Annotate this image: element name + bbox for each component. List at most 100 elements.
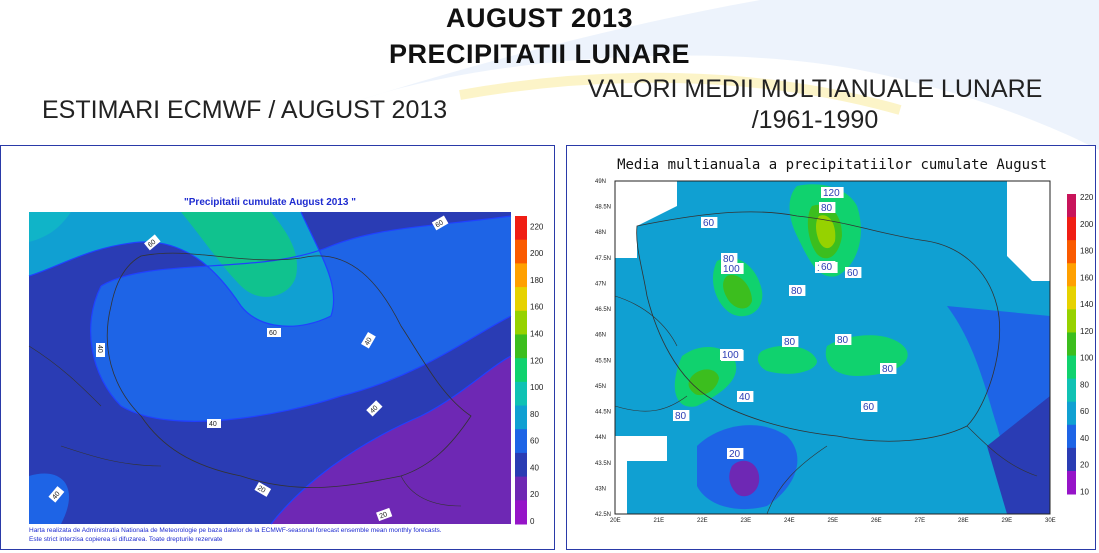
x-tick-label: 25E	[828, 518, 839, 524]
x-tick-label: 23E	[741, 518, 752, 524]
legend-swatch	[515, 287, 527, 312]
contour-label: 80	[882, 364, 894, 375]
legend-swatch	[1067, 355, 1076, 380]
y-tick-label: 48N	[595, 230, 606, 236]
right-map-heading-line1: VALORI MEDII MULTIANUALE LUNARE	[587, 75, 1043, 103]
legend-value: 160	[1080, 273, 1094, 282]
contour-label: 20	[256, 485, 266, 495]
legend-value: 10	[1080, 487, 1089, 496]
legend-swatch	[515, 239, 527, 264]
legend-swatch	[1067, 240, 1076, 264]
contour-label: 60	[435, 219, 445, 229]
legend-swatch	[515, 358, 527, 383]
x-tick-label: 20E	[610, 518, 621, 524]
legend-swatch	[1067, 309, 1076, 333]
legend-swatch	[1067, 286, 1076, 310]
x-tick-label: 28E	[958, 518, 969, 524]
contour-label: 60	[269, 330, 277, 337]
y-tick-label: 43.5N	[595, 461, 611, 467]
legend-value: 120	[530, 356, 544, 365]
x-tick-label: 27E	[915, 518, 926, 524]
left-map-title: "Precipitatii cumulate August 2013 "	[184, 197, 356, 208]
left-map-footnote: Harta realizata de Administratia Nationa…	[29, 526, 549, 544]
ecmwf-forecast-map: 60 60 60 40 40 40 40 20 20 40 220 200 180 1…	[28, 211, 544, 526]
page-title-topic: PRECIPITATII LUNARE	[388, 39, 690, 69]
legend-swatch	[515, 334, 527, 359]
right-map-heading-line2: /1961-1990	[751, 106, 879, 134]
x-tick-label: 21E	[654, 518, 665, 524]
contour-label: 40	[209, 421, 217, 428]
legend-swatch	[515, 263, 527, 288]
legend-swatch	[1067, 332, 1076, 357]
contour-label: 80	[821, 203, 833, 214]
y-tick-label: 47.5N	[595, 256, 611, 262]
y-tick-label: 48.5N	[595, 205, 611, 211]
y-tick-label: 46N	[595, 333, 606, 339]
legend-value: 220	[530, 222, 544, 231]
y-tick-label: 46.5N	[595, 307, 611, 313]
legend-swatch	[1067, 263, 1076, 287]
right-map-title: Media multianuala a precipitatiilor cumu…	[617, 157, 1047, 173]
legend-value: 220	[1080, 193, 1094, 202]
contour-label: 80	[723, 254, 735, 265]
right-map-heading: VALORI MEDII MULTIANUALE LUNARE /1961-19…	[560, 74, 1070, 136]
legend-swatch	[515, 381, 527, 407]
y-tick-label: 43N	[595, 486, 606, 492]
legend-value: 80	[1080, 380, 1089, 389]
legend-swatch	[515, 310, 527, 335]
contour-label: 80	[675, 411, 687, 422]
legend-value: 120	[1080, 327, 1094, 336]
contour-label: 40	[96, 345, 103, 353]
legend-value: 100	[530, 383, 544, 392]
x-tick-label: 30E	[1045, 518, 1056, 524]
contour-label: 80	[784, 337, 796, 348]
legend-value: 60	[530, 437, 539, 446]
legend-swatch	[1067, 378, 1076, 403]
legend-value: 180	[530, 276, 544, 285]
contour-label: 20	[379, 511, 389, 520]
legend-swatch	[515, 429, 527, 454]
precip-zone-below-20	[729, 460, 760, 497]
legend-value: 140	[530, 330, 544, 339]
precip-zone-120-plus	[816, 215, 836, 249]
legend-value: 200	[530, 249, 544, 258]
contour-label: 120	[823, 188, 840, 199]
contour-label: 80	[837, 335, 849, 346]
legend-swatch	[515, 405, 527, 430]
contour-label: 20	[729, 449, 741, 460]
legend-swatch	[515, 216, 527, 241]
y-tick-label: 44N	[595, 435, 606, 441]
contour-label: 60	[847, 268, 859, 279]
footnote-line2: Este strict interzisa copierea si difuza…	[29, 536, 223, 543]
legend-value: 60	[1080, 407, 1089, 416]
legend-value: 40	[1080, 434, 1089, 443]
legend-swatch	[1067, 217, 1076, 241]
legend-value: 40	[530, 463, 539, 472]
contour-label: 40	[364, 336, 374, 346]
contour-label: 40	[51, 490, 61, 501]
contour-label: 80	[791, 286, 803, 297]
contour-label: 40	[739, 392, 751, 403]
legend-value: 180	[1080, 247, 1094, 256]
contour-label: 100	[722, 350, 739, 361]
precip-zone-20-40	[271, 356, 511, 524]
contour-label: 60	[821, 262, 833, 273]
legend-value: 160	[530, 303, 544, 312]
legend-value: 0	[530, 517, 535, 526]
climatology-map: 6010012080100801006060801008080806040802…	[595, 179, 1094, 524]
y-tick-label: 49N	[595, 179, 606, 185]
legend-swatch	[1067, 470, 1076, 495]
legend-swatch	[515, 476, 527, 501]
legend-swatch	[1067, 447, 1076, 472]
x-tick-label: 22E	[697, 518, 708, 524]
y-tick-label: 42.5N	[595, 512, 611, 518]
x-tick-label: 29E	[1002, 518, 1013, 524]
climatology-panel: 6010012080100801006060801008080806040802…	[566, 145, 1096, 550]
ecmwf-forecast-panel: 60 60 60 40 40 40 40 20 20 40 220 200 180 1…	[0, 145, 555, 550]
x-tick-label: 24E	[784, 518, 795, 524]
legend-swatch	[1067, 194, 1076, 218]
legend-swatch	[515, 500, 527, 525]
page-title-month: AUGUST 2013	[445, 3, 634, 33]
